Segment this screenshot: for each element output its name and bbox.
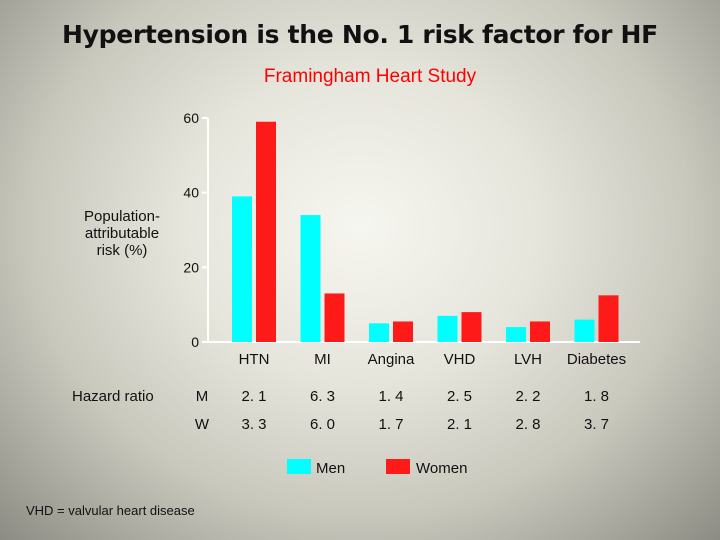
bar-men-vhd	[437, 315, 458, 342]
hazard-ratio-cell: 2. 1	[446, 416, 473, 433]
hazard-ratio-cell: 1. 4	[378, 388, 404, 405]
y-tick-label: 60	[183, 110, 199, 126]
y-tick-label: 20	[183, 259, 199, 275]
x-tick-label: Angina	[368, 351, 415, 368]
slide-title: Hypertension is the No. 1 risk factor fo…	[62, 20, 658, 49]
hazard-row-men-label: M	[195, 388, 209, 405]
footnote: VHD = valvular heart disease	[26, 503, 195, 518]
y-axis-label: Population- attributable risk (%)	[72, 208, 172, 259]
hazard-ratio-cell: 2. 5	[446, 388, 473, 405]
hazard-ratio-cell: 6. 3	[309, 388, 336, 405]
bar-women-vhd	[461, 312, 482, 342]
bar-women-diabetes	[598, 295, 619, 342]
legend-men-label: Men	[316, 460, 346, 477]
hazard-ratio-cell: 3. 3	[241, 416, 267, 433]
legend-men-swatch	[287, 459, 311, 474]
hazard-ratio-cell: 6. 0	[309, 416, 336, 433]
bar-women-angina	[393, 321, 413, 342]
hazard-ratio-cell: 2. 8	[515, 416, 541, 433]
y-axis-label-line: attributable	[84, 225, 160, 242]
bar-men-angina	[369, 323, 389, 342]
hazard-row-women-label: W	[194, 416, 210, 433]
chart-subtitle: Framingham Heart Study	[263, 66, 477, 87]
y-axis-label-line: Population-	[84, 208, 160, 225]
bar-women-htn	[256, 121, 276, 342]
y-tick-label: 0	[191, 334, 199, 350]
hazard-ratio-label: Hazard ratio	[72, 388, 154, 405]
y-axis-label-line: risk (%)	[96, 242, 148, 259]
bar-women-lvh	[530, 321, 550, 342]
bar-men-mi	[300, 215, 321, 342]
y-tick-label: 40	[183, 185, 199, 201]
legend-women-swatch	[386, 459, 410, 474]
hazard-ratio-cell: 3. 7	[583, 416, 610, 433]
bar-men-diabetes	[574, 319, 595, 342]
hazard-ratio-cell: 1. 8	[583, 388, 610, 405]
bar-men-htn	[232, 196, 252, 342]
x-tick-label: HTN	[239, 351, 270, 368]
hazard-ratio-cell: 2. 1	[241, 388, 267, 405]
x-tick-label: LVH	[514, 351, 542, 368]
x-tick-label: VHD	[444, 351, 476, 368]
bar-women-mi	[324, 293, 345, 342]
x-tick-label: Diabetes	[567, 351, 626, 368]
x-tick-label: MI	[314, 351, 331, 368]
legend-women-label: Women	[416, 460, 468, 477]
hazard-ratio-cell: 2. 2	[515, 388, 541, 405]
hazard-ratio-cell: 1. 7	[378, 416, 404, 433]
bar-men-lvh	[506, 327, 526, 342]
